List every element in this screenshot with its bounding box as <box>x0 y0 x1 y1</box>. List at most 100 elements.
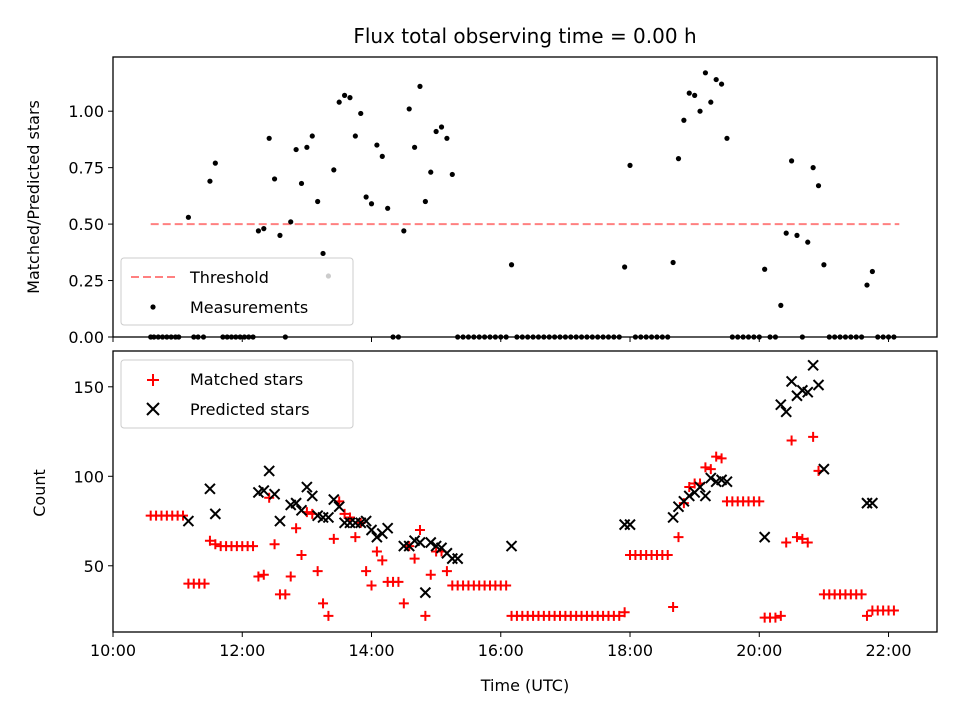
data-point <box>377 555 388 566</box>
data-point <box>263 465 275 477</box>
data-point <box>422 198 428 205</box>
data-point <box>344 512 355 523</box>
bottom-axes-frame <box>112 350 938 633</box>
data-point <box>414 536 426 549</box>
data-point <box>331 167 337 173</box>
data-point <box>662 550 673 561</box>
data-point <box>393 576 404 587</box>
data-point <box>199 578 210 589</box>
data-point <box>673 532 684 543</box>
data-point <box>253 571 264 582</box>
top-y-tick-label: 0.50 <box>68 215 104 234</box>
data-point <box>861 610 872 621</box>
data-point <box>821 262 827 268</box>
data-point <box>255 228 262 234</box>
data-point <box>210 539 221 550</box>
data-point <box>802 537 813 548</box>
data-point <box>770 612 781 623</box>
data-point <box>866 497 879 509</box>
bottom-y-tick-label: 100 <box>73 467 104 486</box>
bottom-y-ticks: 50 100 150 <box>73 378 113 576</box>
data-point <box>336 99 342 105</box>
data-point <box>280 589 291 600</box>
data-point <box>304 144 310 150</box>
data-point <box>699 490 712 502</box>
data-point <box>697 108 703 114</box>
data-point <box>322 511 335 524</box>
bottom-x-tick-label: 20:00 <box>736 641 782 660</box>
data-point <box>414 524 425 535</box>
top-y-tick-label: 0.00 <box>68 328 104 347</box>
data-point <box>266 135 272 141</box>
data-point <box>775 610 786 621</box>
data-point <box>686 90 692 96</box>
data-point <box>683 490 695 502</box>
measurements-legend-label: Measurements <box>190 298 308 317</box>
top-chart-title: Flux total observing time = 0.00 h <box>353 24 696 48</box>
data-point <box>261 226 267 232</box>
data-point <box>374 142 380 148</box>
data-point <box>818 463 830 475</box>
data-point <box>315 198 321 205</box>
data-point <box>328 493 340 506</box>
data-point <box>295 504 308 517</box>
data-point <box>178 510 189 521</box>
data-point <box>258 484 270 497</box>
data-point <box>268 488 281 500</box>
predicted-legend-marker <box>146 402 160 416</box>
data-point <box>627 162 633 168</box>
data-point <box>668 601 679 612</box>
bottom-x-tick-label: 22:00 <box>865 641 911 660</box>
data-point <box>802 386 814 398</box>
matched-legend-marker <box>147 374 159 386</box>
data-point <box>406 106 412 112</box>
data-point <box>371 531 383 543</box>
data-point <box>754 496 765 507</box>
data-point <box>786 435 797 446</box>
data-point <box>328 533 339 544</box>
data-point <box>271 176 278 182</box>
top-x-ticks <box>112 337 890 342</box>
data-point <box>293 146 299 153</box>
data-point <box>204 535 215 546</box>
data-point <box>700 462 711 473</box>
data-point <box>444 135 450 141</box>
data-point <box>258 569 269 580</box>
data-point <box>347 95 353 101</box>
data-point <box>622 264 628 270</box>
data-point <box>805 239 811 245</box>
bottom-x-tick-label: 18:00 <box>607 641 653 660</box>
data-point <box>508 262 515 268</box>
data-point <box>619 607 630 618</box>
data-point <box>420 610 431 621</box>
bottom-legend: Matched stars Predicted stars <box>120 359 354 429</box>
data-point <box>366 580 377 591</box>
data-point <box>248 541 259 552</box>
data-point <box>888 605 899 616</box>
data-point <box>182 515 195 527</box>
data-point <box>209 508 222 520</box>
data-point <box>274 515 286 527</box>
data-point <box>783 230 789 236</box>
data-point <box>381 522 394 534</box>
data-point <box>856 589 867 600</box>
data-point <box>352 133 358 139</box>
predicted-legend-label: Predicted stars <box>190 400 310 419</box>
data-point <box>708 99 714 105</box>
data-point <box>775 398 787 411</box>
data-point <box>785 375 798 388</box>
data-point <box>694 481 706 493</box>
data-point <box>505 540 518 552</box>
bottom-y-tick-label: 150 <box>73 378 104 397</box>
bottom-y-axis-label: Count <box>30 469 49 517</box>
data-point <box>794 232 800 238</box>
data-point <box>624 518 636 531</box>
matched-legend-label: Matched stars <box>190 370 303 389</box>
data-point <box>869 268 875 275</box>
data-point <box>716 453 727 464</box>
data-point <box>398 598 409 609</box>
bottom-legend-frame <box>120 359 354 429</box>
top-y-tick-label: 0.25 <box>68 272 104 291</box>
data-point <box>358 110 364 117</box>
